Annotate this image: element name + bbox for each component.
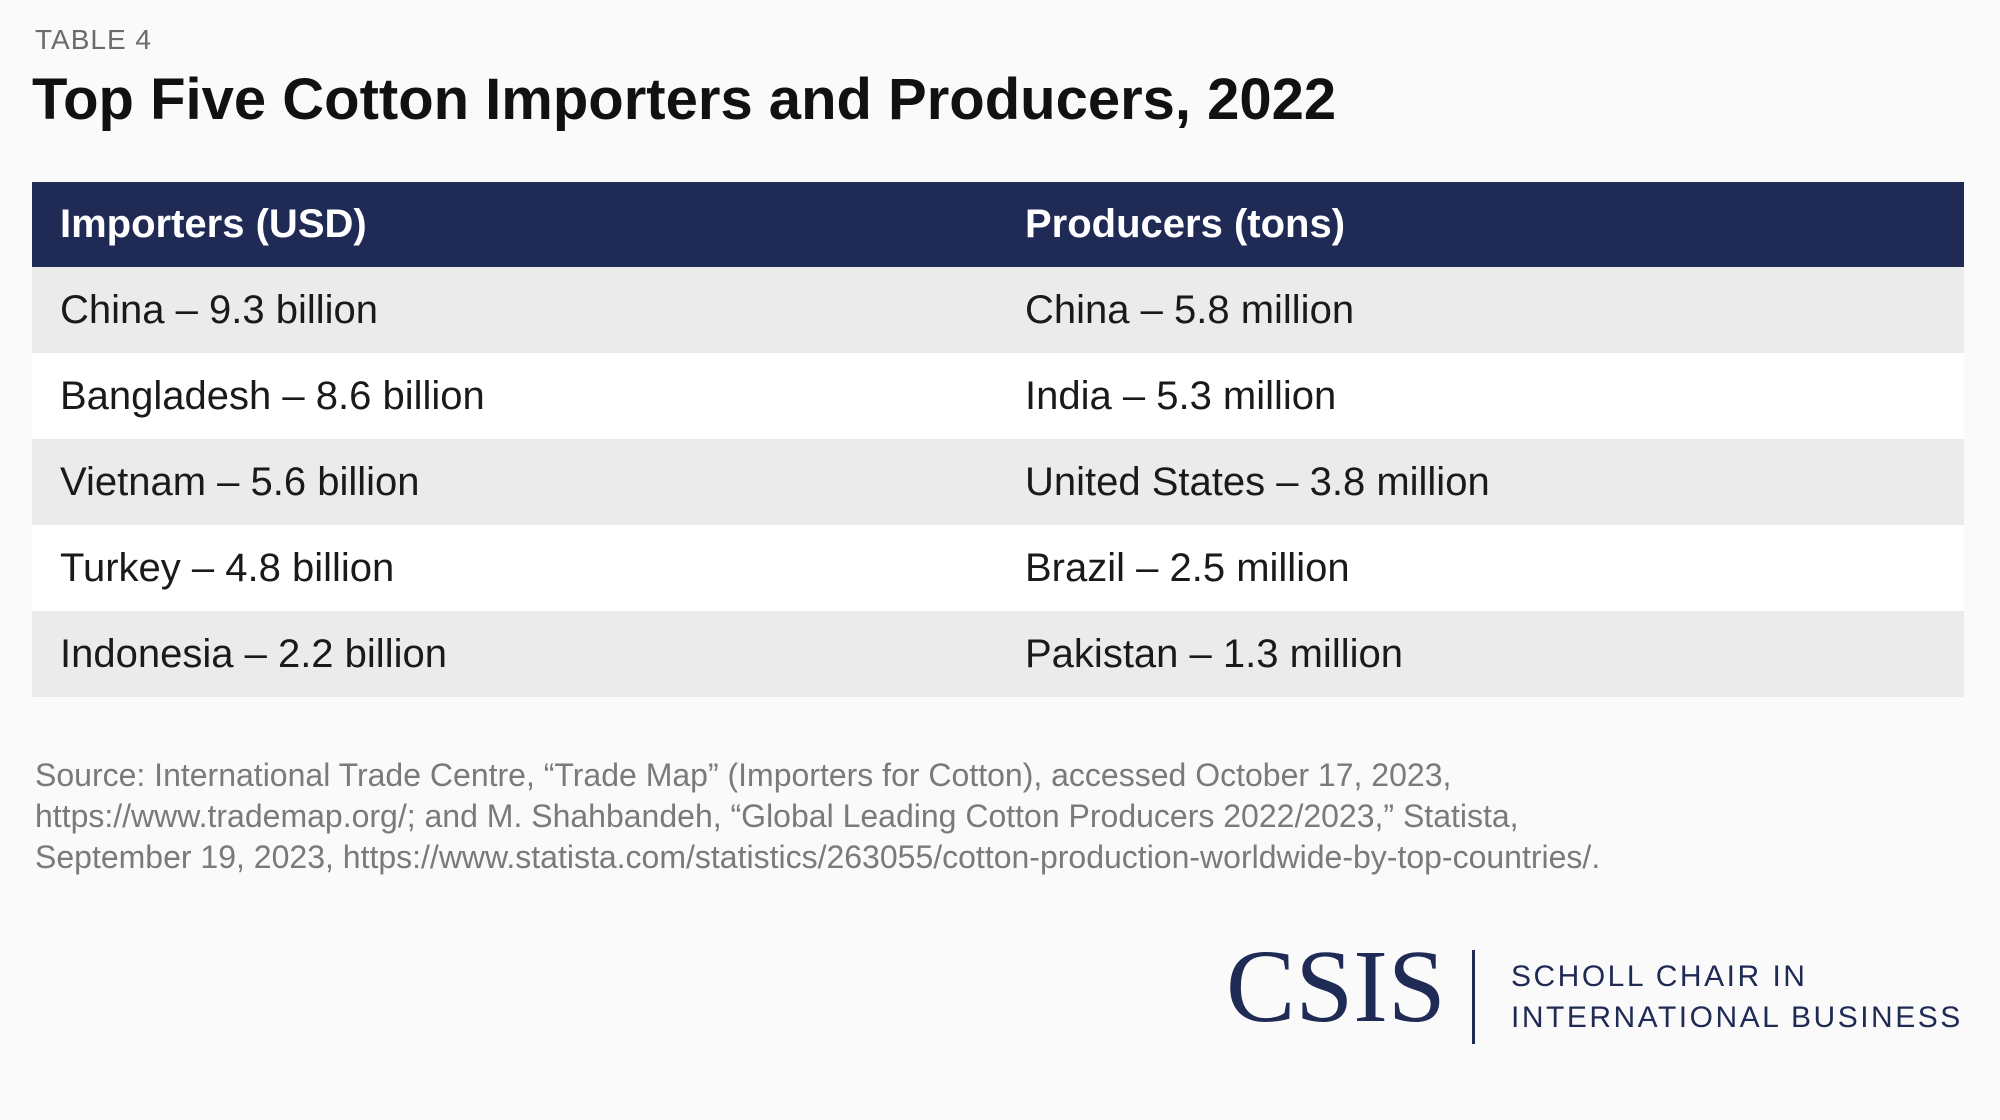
header-row: Importers (USD) Producers (tons) bbox=[32, 182, 1964, 267]
title: Top Five Cotton Importers and Producers,… bbox=[32, 67, 1337, 132]
table-cell: China – 9.3 billion bbox=[60, 287, 378, 332]
source-line: September 19, 2023, https://www.statista… bbox=[35, 839, 1601, 875]
table-label: TABLE 4 bbox=[35, 24, 152, 55]
table-cell: Turkey – 4.8 billion bbox=[60, 545, 395, 590]
logo-line: INTERNATIONAL BUSINESS bbox=[1511, 1001, 1963, 1034]
table-cell: India – 5.3 million bbox=[1025, 373, 1337, 418]
table-cell: Indonesia – 2.2 billion bbox=[60, 631, 447, 676]
source-line: https://www.trademap.org/; and M. Shahba… bbox=[35, 798, 1519, 834]
table-cell: China – 5.8 million bbox=[1025, 287, 1355, 332]
logo-name: CSIS bbox=[1226, 929, 1446, 1044]
table-cell: Bangladesh – 8.6 billion bbox=[60, 373, 485, 418]
source-line: Source: International Trade Centre, “Tra… bbox=[35, 757, 1452, 793]
logo-divider bbox=[1472, 950, 1475, 1044]
table-row: Indonesia – 2.2 billion Pakistan – 1.3 mi… bbox=[32, 611, 1964, 697]
table-cell: Brazil – 2.5 million bbox=[1025, 545, 1350, 590]
table-row: Vietnam – 5.6 billion United States – 3.8… bbox=[32, 439, 1964, 525]
column-header: Producers (tons) bbox=[1025, 202, 1346, 246]
table-cell: United States – 3.8 million bbox=[1025, 459, 1490, 504]
column-header: Importers (USD) bbox=[60, 202, 367, 246]
logo-line: SCHOLL CHAIR IN bbox=[1511, 960, 1808, 993]
table-row: Turkey – 4.8 billion Brazil – 2.5 million bbox=[32, 525, 1964, 611]
table-cell: Vietnam – 5.6 billion bbox=[60, 459, 420, 504]
table: Importers (USD) Producers (tons) China – 9… bbox=[32, 182, 1964, 697]
table-row: Bangladesh – 8.6 billion India – 5.3 mill… bbox=[32, 353, 1964, 439]
table-row: China – 9.3 billion China – 5.8 million bbox=[32, 267, 1964, 353]
table-cell: Pakistan – 1.3 million bbox=[1025, 631, 1403, 676]
